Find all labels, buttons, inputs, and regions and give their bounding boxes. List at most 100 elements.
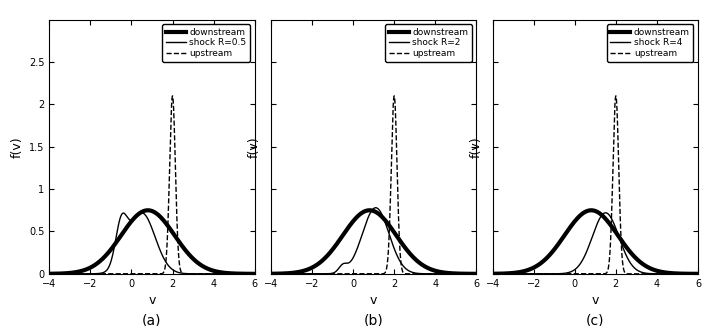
upstream (694, 272, 702, 276)
Line: shock R=2: shock R=2 (271, 208, 477, 274)
shock R=0.5 (224, 272, 233, 276)
X-axis label: v: v (148, 294, 156, 307)
upstream (290, 272, 299, 276)
upstream (168, 94, 177, 98)
downstream (689, 272, 698, 276)
shock R=4 (576, 262, 584, 266)
downstream (468, 272, 477, 276)
shock R=4 (568, 270, 576, 274)
upstream (45, 272, 54, 276)
shock R=4 (689, 272, 698, 276)
upstream (512, 272, 520, 276)
shock R=2 (446, 272, 455, 276)
shock R=4 (668, 272, 676, 276)
shock R=2 (266, 272, 275, 276)
Text: (c): (c) (586, 314, 605, 326)
upstream (576, 272, 584, 276)
shock R=0.5 (250, 272, 259, 276)
Line: upstream: upstream (493, 96, 698, 274)
upstream (472, 272, 481, 276)
Line: upstream: upstream (271, 96, 477, 274)
Legend: downstream, shock R=4, upstream: downstream, shock R=4, upstream (607, 24, 694, 62)
shock R=2 (302, 272, 311, 276)
shock R=4 (694, 272, 702, 276)
downstream (266, 272, 275, 276)
upstream (489, 272, 497, 276)
shock R=4 (524, 272, 532, 276)
shock R=4 (601, 211, 610, 215)
shock R=2 (468, 272, 477, 276)
shock R=0.5 (137, 211, 146, 215)
Line: downstream: downstream (271, 210, 477, 274)
shock R=0.5 (80, 272, 89, 276)
downstream (302, 268, 311, 272)
X-axis label: v: v (591, 294, 599, 307)
downstream (489, 272, 497, 276)
Line: shock R=0.5: shock R=0.5 (49, 213, 255, 274)
Line: downstream: downstream (493, 210, 698, 274)
shock R=4 (489, 272, 497, 276)
downstream (124, 224, 133, 228)
shock R=0.5 (247, 272, 255, 276)
downstream (45, 272, 54, 276)
shock R=0.5 (45, 272, 54, 276)
Line: upstream: upstream (49, 96, 255, 274)
Y-axis label: f(v): f(v) (11, 136, 23, 157)
downstream (80, 268, 89, 272)
shock R=0.5 (124, 216, 133, 220)
upstream (612, 94, 620, 98)
Line: shock R=4: shock R=4 (493, 213, 698, 274)
Text: (b): (b) (364, 314, 384, 326)
upstream (468, 272, 477, 276)
upstream (124, 272, 133, 276)
Y-axis label: f(v): f(v) (247, 136, 261, 157)
shock R=0.5 (68, 272, 77, 276)
upstream (524, 272, 532, 276)
downstream (224, 271, 233, 275)
downstream (568, 224, 576, 228)
shock R=2 (372, 206, 380, 210)
downstream (472, 272, 481, 276)
downstream (524, 268, 532, 272)
downstream (587, 208, 596, 212)
downstream (144, 208, 152, 212)
Y-axis label: f(v): f(v) (470, 136, 482, 157)
downstream (345, 224, 354, 228)
shock R=2 (345, 260, 354, 264)
upstream (266, 272, 275, 276)
upstream (345, 272, 354, 276)
upstream (133, 272, 141, 276)
Text: (a): (a) (142, 314, 161, 326)
X-axis label: v: v (370, 294, 377, 307)
upstream (250, 272, 259, 276)
Legend: downstream, shock R=0.5, upstream: downstream, shock R=0.5, upstream (162, 24, 250, 62)
downstream (133, 214, 141, 217)
upstream (68, 272, 77, 276)
shock R=2 (290, 272, 299, 276)
downstream (576, 214, 584, 217)
upstream (80, 272, 89, 276)
shock R=2 (472, 272, 481, 276)
upstream (568, 272, 576, 276)
downstream (247, 272, 255, 276)
upstream (446, 272, 455, 276)
shock R=2 (355, 243, 363, 247)
shock R=4 (512, 272, 520, 276)
downstream (355, 214, 363, 217)
upstream (355, 272, 363, 276)
downstream (668, 271, 676, 275)
downstream (446, 271, 455, 275)
upstream (390, 94, 398, 98)
downstream (250, 272, 259, 276)
Legend: downstream, shock R=2, upstream: downstream, shock R=2, upstream (385, 24, 472, 62)
downstream (68, 271, 77, 274)
upstream (302, 272, 311, 276)
downstream (512, 271, 520, 274)
shock R=0.5 (133, 214, 141, 218)
downstream (694, 272, 702, 276)
Line: downstream: downstream (49, 210, 255, 274)
downstream (365, 208, 374, 212)
upstream (224, 272, 233, 276)
upstream (668, 272, 676, 276)
upstream (689, 272, 698, 276)
